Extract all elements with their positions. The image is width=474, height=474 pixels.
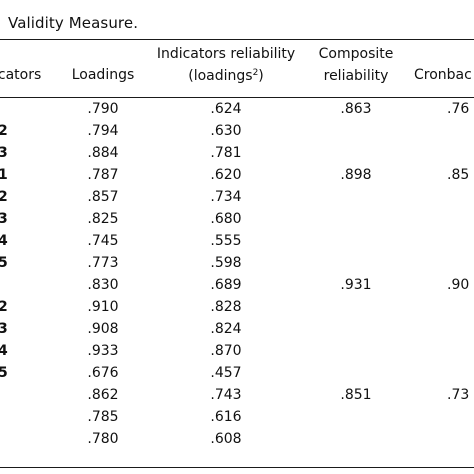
cell-loading: .862: [87, 387, 119, 403]
header-indicators: icators: [0, 67, 42, 83]
header-indicator-reliability-sup: 2: [252, 68, 259, 78]
top-rule: [0, 39, 474, 40]
cell-loading: .787: [87, 167, 119, 183]
cell-indicator: 5: [0, 255, 8, 271]
header-composite-line2: reliability: [323, 68, 389, 84]
cell-reliability: .616: [210, 409, 242, 425]
cell-loading: .933: [87, 343, 119, 359]
cell-reliability: .555: [210, 233, 242, 249]
header-cronbach: Cronbac: [414, 67, 472, 83]
cell-composite: .863: [340, 101, 372, 117]
header-rule: [0, 97, 474, 98]
cell-loading: .745: [87, 233, 119, 249]
header-loadings: Loadings: [71, 67, 135, 83]
cell-composite: .898: [340, 167, 372, 183]
cell-composite: .851: [340, 387, 372, 403]
cell-reliability: .624: [210, 101, 242, 117]
cell-reliability: .598: [210, 255, 242, 271]
cell-loading: .830: [87, 277, 119, 293]
bottom-rule: [0, 467, 474, 468]
cell-cronbach: .90: [447, 277, 470, 293]
cell-indicator: 2: [0, 299, 8, 315]
cell-reliability: .870: [210, 343, 242, 359]
cell-reliability: .457: [210, 365, 242, 381]
cell-indicator: 2: [0, 189, 8, 205]
header-indicator-reliability-line1: Indicators reliability: [156, 46, 296, 62]
cell-loading: .676: [87, 365, 119, 381]
cell-reliability: .630: [210, 123, 242, 139]
cell-reliability: .734: [210, 189, 242, 205]
cell-reliability: .743: [210, 387, 242, 403]
cell-loading: .825: [87, 211, 119, 227]
cell-loading: .780: [87, 431, 119, 447]
cell-loading: .884: [87, 145, 119, 161]
cell-reliability: .608: [210, 431, 242, 447]
cell-reliability: .828: [210, 299, 242, 315]
cell-reliability: .781: [210, 145, 242, 161]
cell-reliability: .824: [210, 321, 242, 337]
cell-loading: .794: [87, 123, 119, 139]
cell-indicator: 2: [0, 123, 8, 139]
cell-indicator: 5: [0, 365, 8, 381]
cell-cronbach: .85: [447, 167, 470, 183]
cell-loading: .773: [87, 255, 119, 271]
cell-loading: .857: [87, 189, 119, 205]
cell-reliability: .689: [210, 277, 242, 293]
cell-loading: .908: [87, 321, 119, 337]
cell-indicator: 4: [0, 343, 8, 359]
cell-indicator: 4: [0, 233, 8, 249]
header-composite-reliability: Composite reliability: [306, 43, 406, 87]
cell-indicator: 3: [0, 145, 8, 161]
cell-indicator: 3: [0, 211, 8, 227]
cell-reliability: .620: [210, 167, 242, 183]
table-caption: Validity Measure.: [8, 14, 139, 32]
header-composite-line1: Composite: [318, 46, 394, 62]
cell-loading: .785: [87, 409, 119, 425]
cell-indicator: 1: [0, 167, 8, 183]
cell-cronbach: .73: [447, 387, 470, 403]
cell-loading: .910: [87, 299, 119, 315]
cell-reliability: .680: [210, 211, 242, 227]
header-indicator-reliability: Indicators reliability (loadings2): [148, 43, 304, 87]
header-indicator-reliability-line2: (loadings2): [148, 65, 304, 87]
cell-cronbach: .76: [447, 101, 470, 117]
cell-composite: .931: [340, 277, 372, 293]
header-indicator-reliability-text: (loadings: [188, 68, 253, 84]
header-indicator-reliability-close: ): [258, 68, 264, 84]
cell-indicator: 3: [0, 321, 8, 337]
cell-loading: .790: [87, 101, 119, 117]
